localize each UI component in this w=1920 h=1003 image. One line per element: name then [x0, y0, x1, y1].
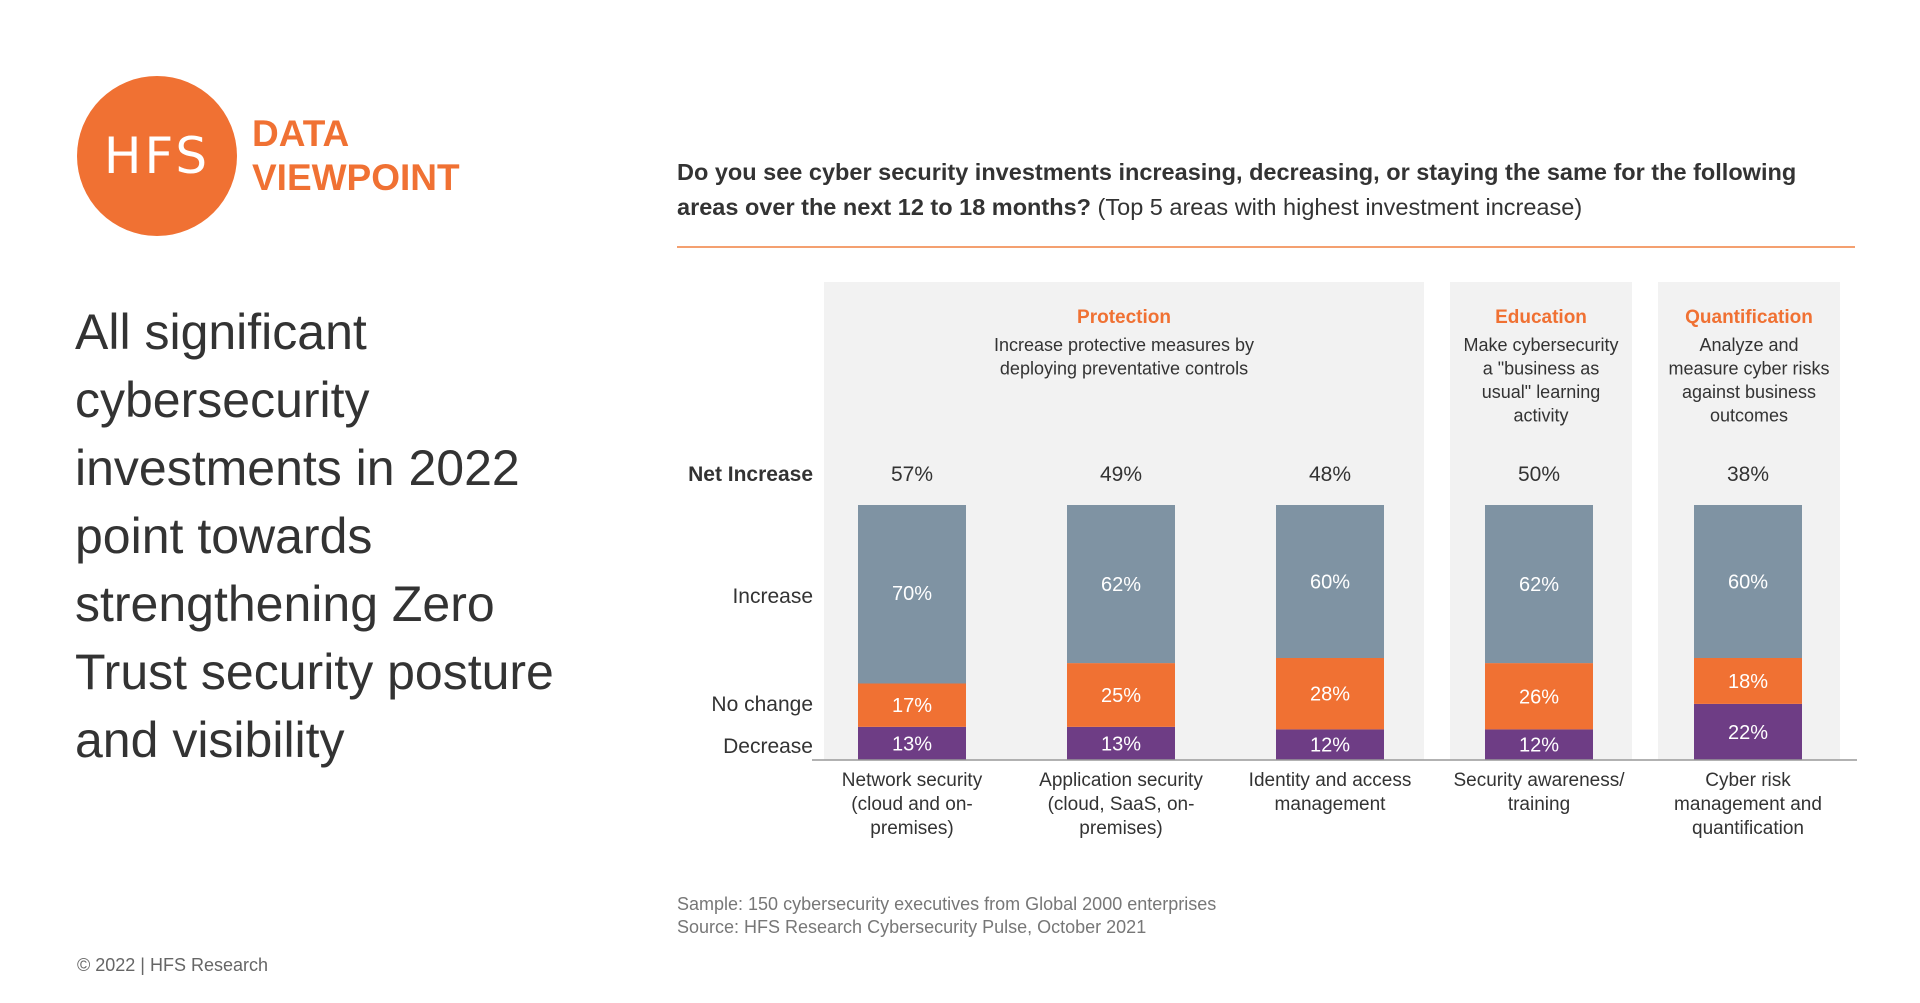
group-description: activity	[1513, 406, 1568, 426]
bar-segment-increase	[858, 505, 966, 684]
group-description: outcomes	[1710, 406, 1788, 426]
logo-line-1: DATA	[252, 113, 350, 154]
bar-segment-increase	[1276, 505, 1384, 658]
survey-question: Do you see cyber security investments in…	[677, 155, 1857, 225]
group-title: Education	[1495, 307, 1587, 328]
group-description: Make cybersecurity	[1463, 335, 1618, 355]
net-increase-label: 49%	[1100, 463, 1142, 486]
data-label: 17%	[892, 695, 932, 717]
bar-segment-decrease	[1694, 703, 1802, 760]
group-description: a "business as	[1483, 359, 1599, 379]
category-label: Network security	[842, 770, 983, 791]
data-label: 62%	[1519, 574, 1559, 596]
data-label: 12%	[1519, 735, 1559, 757]
question-note: (Top 5 areas with highest investment inc…	[1097, 194, 1583, 220]
bar-segment-increase	[1694, 505, 1802, 658]
group-title: Protection	[1077, 307, 1171, 328]
question-bold: Do you see cyber security investments in…	[677, 159, 1797, 220]
data-label: 60%	[1728, 572, 1768, 594]
category-label: premises)	[1079, 818, 1162, 839]
category-label: Security awareness/	[1453, 770, 1625, 791]
bar-segment-no-change	[1067, 663, 1175, 727]
category-label: Cyber risk	[1705, 770, 1791, 791]
group-description: Analyze and	[1699, 335, 1798, 355]
row-label: No change	[711, 693, 813, 716]
group-description: measure cyber risks	[1668, 359, 1829, 379]
group-description: usual" learning	[1482, 382, 1600, 402]
data-label: 28%	[1310, 684, 1350, 706]
data-label: 70%	[892, 583, 932, 605]
data-label: 13%	[892, 733, 932, 755]
group-description: against business	[1682, 382, 1816, 402]
sample-note: Sample: 150 cybersecurity executives fro…	[677, 894, 1217, 914]
data-label: 25%	[1101, 685, 1141, 707]
net-increase-label: 57%	[891, 463, 933, 486]
bar-segment-increase	[1485, 505, 1593, 664]
category-label: management	[1275, 794, 1387, 815]
category-label: training	[1508, 794, 1570, 815]
net-increase-label: 38%	[1727, 463, 1769, 486]
chart-notes: Sample: 150 cybersecurity executives fro…	[677, 893, 1216, 939]
bar-segment-decrease	[858, 726, 966, 760]
group-description: Increase protective measures by	[994, 335, 1254, 355]
row-label: Net Increase	[688, 463, 813, 486]
logo-title: DATA VIEWPOINT	[252, 112, 460, 200]
net-increase-label: 50%	[1518, 463, 1560, 486]
hfs-logo: HFS	[77, 76, 237, 236]
bar-segment-decrease	[1485, 729, 1593, 760]
bar-segment-decrease	[1276, 729, 1384, 760]
row-label: Increase	[732, 585, 813, 608]
source-note: Source: HFS Research Cybersecurity Pulse…	[677, 917, 1147, 937]
data-label: 26%	[1519, 686, 1559, 708]
data-label: 62%	[1101, 574, 1141, 596]
bar-segment-no-change	[1694, 658, 1802, 704]
logo-mark: HFS	[103, 127, 211, 185]
bar-segment-no-change	[858, 683, 966, 727]
divider	[677, 246, 1855, 248]
logo-line-2: VIEWPOINT	[252, 157, 460, 198]
data-label: 22%	[1728, 722, 1768, 744]
row-label: Decrease	[723, 735, 813, 758]
category-label: management and	[1674, 794, 1822, 815]
category-label: premises)	[870, 818, 953, 839]
net-increase-label: 48%	[1309, 463, 1351, 486]
category-label: Identity and access	[1249, 770, 1412, 791]
group-description: deploying preventative controls	[1000, 359, 1248, 379]
data-label: 12%	[1310, 735, 1350, 757]
headline: All significant cybersecurity investment…	[75, 304, 554, 768]
data-label: 13%	[1101, 733, 1141, 755]
category-label: (cloud and on-	[851, 794, 972, 815]
bar-segment-no-change	[1485, 663, 1593, 730]
bar-segment-increase	[1067, 505, 1175, 664]
group-title: Quantification	[1685, 307, 1813, 328]
data-label: 18%	[1728, 671, 1768, 693]
copyright: © 2022 | HFS Research	[77, 955, 269, 975]
bar-segment-decrease	[1067, 726, 1175, 760]
data-label: 60%	[1310, 572, 1350, 594]
bar-segment-no-change	[1276, 658, 1384, 730]
category-label: quantification	[1692, 818, 1804, 839]
category-label: (cloud, SaaS, on-	[1048, 794, 1195, 815]
category-label: Application security	[1039, 770, 1203, 791]
